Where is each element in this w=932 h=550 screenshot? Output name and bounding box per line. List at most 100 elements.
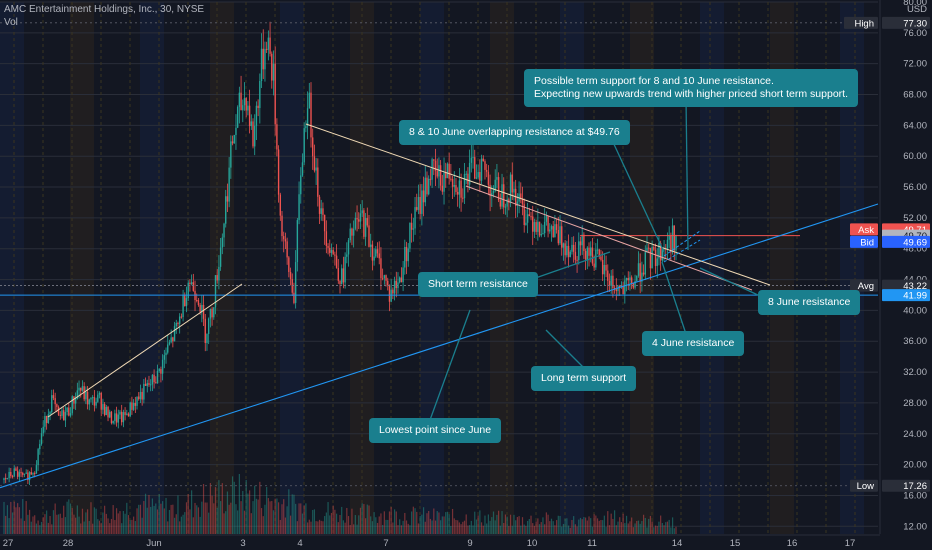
volume-bar <box>158 494 160 534</box>
volume-bar <box>400 525 403 534</box>
session-band <box>175 2 199 534</box>
volume-bar <box>122 511 124 534</box>
candle-body <box>337 267 339 281</box>
candle-body <box>163 355 166 360</box>
volume-bar <box>237 510 239 534</box>
volume-bar <box>438 512 440 534</box>
candle-body <box>642 272 645 275</box>
volume-bar <box>320 520 322 534</box>
avg-badge-label-bg <box>850 279 878 292</box>
candle-body <box>197 300 200 306</box>
candle-body <box>298 194 300 221</box>
volume-bar <box>545 512 547 534</box>
volume-bar <box>148 494 150 534</box>
volume-bar <box>163 508 165 534</box>
candle-body <box>160 369 162 374</box>
volume-bar <box>71 508 73 534</box>
candle-body <box>596 249 599 251</box>
candle-body <box>630 277 633 284</box>
candle-body <box>422 190 425 203</box>
volume-bar <box>3 501 5 534</box>
volume-bar <box>373 512 375 534</box>
volume-bar <box>671 517 674 534</box>
candle-body <box>446 163 449 179</box>
candle-body <box>68 407 70 416</box>
candle-body <box>173 326 176 342</box>
volume-bar <box>663 525 665 534</box>
volume-bar <box>78 516 80 534</box>
candle-body <box>475 177 478 179</box>
volume-bar <box>395 511 397 534</box>
volume-bar <box>305 503 307 534</box>
candle-body <box>310 92 312 138</box>
candle-body <box>315 167 317 171</box>
candle-body <box>388 285 391 302</box>
volume-bar <box>492 511 495 534</box>
candle-body <box>525 222 527 225</box>
candle-body <box>610 275 612 286</box>
volume-bar <box>322 521 324 534</box>
time-axis-background <box>0 535 880 550</box>
price-tick-label: 12.00 <box>903 521 927 532</box>
candle-body <box>93 397 96 406</box>
volume-bar <box>658 521 660 534</box>
volume-bar <box>228 504 230 534</box>
annotation-short-term-resistance: Short term resistance <box>418 272 538 297</box>
volume-bar <box>216 507 218 534</box>
volume-bar <box>581 519 583 534</box>
volume-bar <box>549 521 551 534</box>
candle-body <box>456 191 459 195</box>
volume-bar <box>631 517 633 534</box>
volume-bar <box>411 511 413 534</box>
volume-bar <box>383 511 385 534</box>
volume-bar <box>165 497 167 534</box>
volume-bar <box>467 525 469 534</box>
candle-body <box>615 289 618 292</box>
candle-body <box>363 210 365 237</box>
projected-uptrend-line <box>663 230 701 257</box>
session-band <box>140 2 164 534</box>
candle-body <box>78 387 80 391</box>
candle-body <box>318 196 321 214</box>
time-tick-label: 17 <box>845 538 856 549</box>
volume-bar <box>330 512 333 534</box>
volume-bar <box>156 509 159 534</box>
volume-bar <box>583 517 585 534</box>
candle-body <box>356 217 358 220</box>
candle-body <box>39 444 41 450</box>
volume-bar <box>83 521 85 534</box>
candle-body <box>308 92 310 109</box>
volume-bar <box>414 508 416 534</box>
candle-body <box>66 407 68 413</box>
candle-body <box>34 473 36 475</box>
volume-bar <box>349 524 351 534</box>
volume-bar <box>139 504 142 534</box>
candle-body <box>134 402 137 406</box>
candle-body <box>516 201 519 206</box>
candle-body <box>257 105 259 109</box>
candle-body <box>387 280 389 286</box>
volume-bar <box>458 522 460 534</box>
candle-body <box>380 258 382 279</box>
candle-body <box>445 172 447 179</box>
candle-body <box>535 222 537 232</box>
candle-body <box>540 233 542 236</box>
candle-body <box>267 37 270 50</box>
volume-bar <box>359 507 362 534</box>
candle-body <box>458 180 461 195</box>
volume-bar <box>528 518 530 534</box>
candle-body <box>381 278 384 280</box>
candle-body <box>22 472 24 475</box>
session-bands <box>0 2 864 534</box>
candle-body <box>550 226 553 230</box>
candle-body <box>286 241 288 258</box>
volume-bar <box>187 494 189 534</box>
candle-body <box>329 247 331 253</box>
candle-body <box>472 157 474 159</box>
time-tick-label: 11 <box>587 538 597 549</box>
candle-body <box>666 239 669 249</box>
candle-body <box>370 244 372 247</box>
volume-bar <box>491 517 493 534</box>
volume-bar <box>206 502 208 534</box>
